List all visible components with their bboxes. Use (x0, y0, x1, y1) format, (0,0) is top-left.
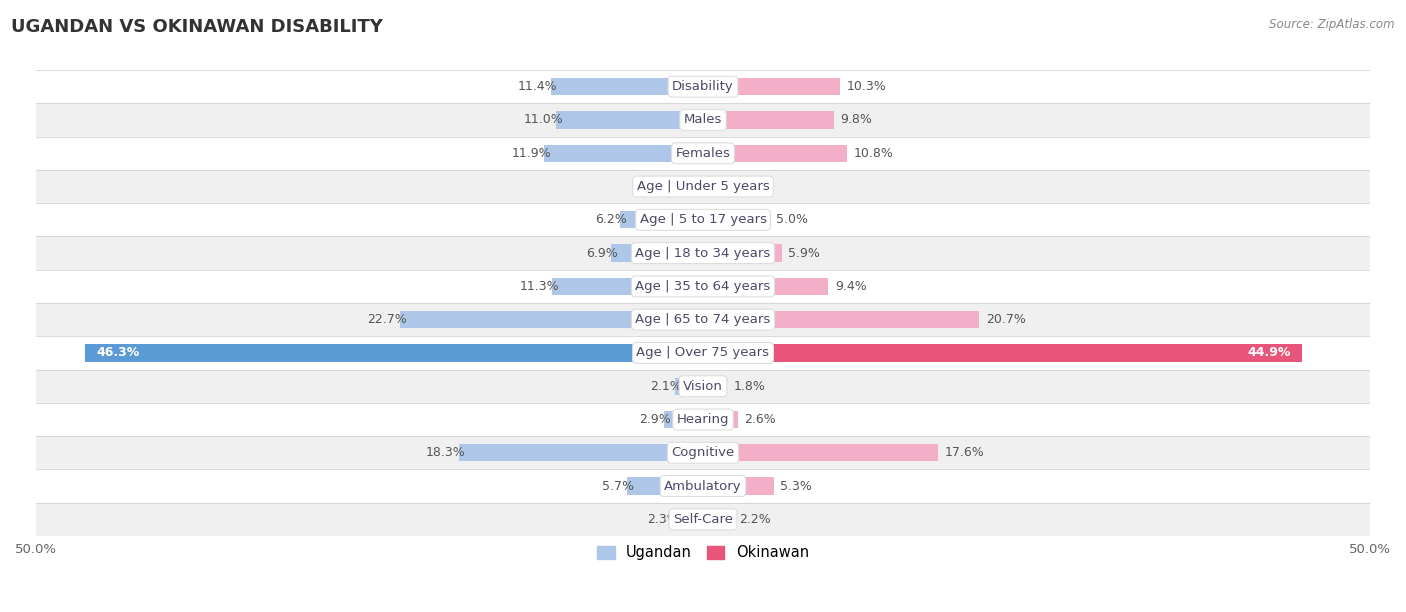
Bar (703, 311, 979, 328)
Bar (551, 78, 703, 95)
Text: 10.8%: 10.8% (853, 147, 894, 160)
Bar (703, 178, 717, 195)
Text: Source: ZipAtlas.com: Source: ZipAtlas.com (1270, 18, 1395, 31)
Bar (703, 111, 834, 129)
Bar (37, 469, 1369, 502)
Bar (664, 411, 703, 428)
Text: 18.3%: 18.3% (426, 446, 465, 459)
Bar (37, 436, 1369, 469)
Text: 10.3%: 10.3% (846, 80, 887, 93)
Text: Males: Males (683, 113, 723, 127)
Text: 9.8%: 9.8% (841, 113, 872, 127)
Text: 46.3%: 46.3% (96, 346, 139, 359)
Bar (703, 345, 1302, 362)
Text: 11.0%: 11.0% (523, 113, 562, 127)
Bar (37, 103, 1369, 136)
Text: Age | 35 to 64 years: Age | 35 to 64 years (636, 280, 770, 293)
Bar (553, 278, 703, 295)
Text: 1.1%: 1.1% (724, 180, 756, 193)
Bar (620, 211, 703, 228)
Text: Age | 18 to 34 years: Age | 18 to 34 years (636, 247, 770, 259)
Bar (703, 244, 782, 262)
Bar (703, 378, 727, 395)
Text: 2.3%: 2.3% (647, 513, 679, 526)
Text: 2.2%: 2.2% (740, 513, 770, 526)
Text: 6.2%: 6.2% (595, 214, 627, 226)
Bar (703, 444, 938, 461)
Bar (37, 502, 1369, 536)
Text: Vision: Vision (683, 379, 723, 393)
Text: 1.1%: 1.1% (664, 180, 695, 193)
Bar (703, 477, 773, 494)
Text: Disability: Disability (672, 80, 734, 93)
Bar (37, 170, 1369, 203)
Bar (627, 477, 703, 494)
Bar (458, 444, 703, 461)
Bar (544, 144, 703, 162)
Text: 2.6%: 2.6% (744, 413, 776, 426)
Text: 20.7%: 20.7% (986, 313, 1026, 326)
Bar (703, 278, 828, 295)
Bar (557, 111, 703, 129)
Bar (672, 510, 703, 528)
Text: Age | 5 to 17 years: Age | 5 to 17 years (640, 214, 766, 226)
Text: Self-Care: Self-Care (673, 513, 733, 526)
Bar (37, 337, 1369, 370)
Text: 2.9%: 2.9% (640, 413, 671, 426)
Text: Females: Females (675, 147, 731, 160)
Bar (703, 211, 769, 228)
Text: 1.8%: 1.8% (734, 379, 765, 393)
Text: 44.9%: 44.9% (1249, 346, 1291, 359)
Bar (401, 311, 703, 328)
Legend: Ugandan, Okinawan: Ugandan, Okinawan (591, 539, 815, 566)
Text: Ambulatory: Ambulatory (664, 480, 742, 493)
Text: 5.9%: 5.9% (789, 247, 820, 259)
Text: 5.0%: 5.0% (776, 214, 808, 226)
Text: 11.4%: 11.4% (517, 80, 558, 93)
Bar (37, 403, 1369, 436)
Bar (703, 78, 841, 95)
Text: Hearing: Hearing (676, 413, 730, 426)
Text: Age | Over 75 years: Age | Over 75 years (637, 346, 769, 359)
Text: 5.3%: 5.3% (780, 480, 813, 493)
Bar (37, 136, 1369, 170)
Bar (37, 203, 1369, 236)
Bar (703, 144, 846, 162)
Text: 9.4%: 9.4% (835, 280, 868, 293)
Text: 6.9%: 6.9% (586, 247, 617, 259)
Text: 11.3%: 11.3% (519, 280, 560, 293)
Text: 11.9%: 11.9% (512, 147, 551, 160)
Bar (703, 510, 733, 528)
Bar (37, 270, 1369, 303)
Text: 5.7%: 5.7% (602, 480, 634, 493)
Text: UGANDAN VS OKINAWAN DISABILITY: UGANDAN VS OKINAWAN DISABILITY (11, 18, 382, 36)
Bar (37, 370, 1369, 403)
Bar (612, 244, 703, 262)
Bar (675, 378, 703, 395)
Bar (37, 236, 1369, 270)
Bar (703, 411, 738, 428)
Text: 2.1%: 2.1% (650, 379, 682, 393)
Bar (86, 345, 703, 362)
Text: 22.7%: 22.7% (367, 313, 406, 326)
Text: Age | Under 5 years: Age | Under 5 years (637, 180, 769, 193)
Text: Age | 65 to 74 years: Age | 65 to 74 years (636, 313, 770, 326)
Text: 17.6%: 17.6% (945, 446, 984, 459)
Text: Cognitive: Cognitive (672, 446, 734, 459)
Bar (37, 303, 1369, 337)
Bar (689, 178, 703, 195)
Bar (37, 70, 1369, 103)
